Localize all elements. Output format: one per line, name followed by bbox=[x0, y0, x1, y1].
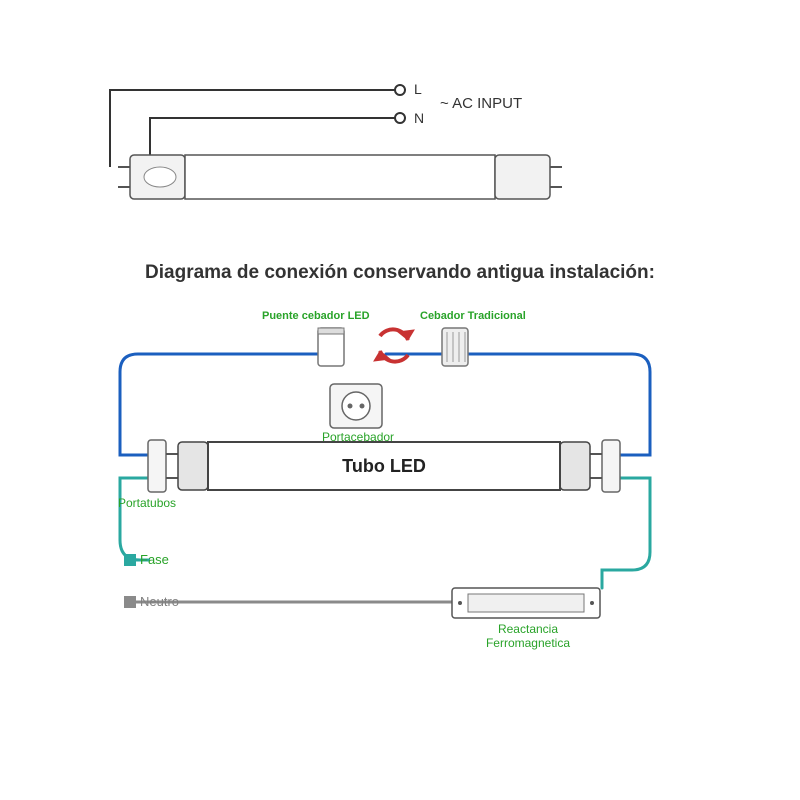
portatubos-left-icon bbox=[148, 440, 166, 492]
swap-arrows-icon bbox=[374, 329, 414, 361]
label-puente-cebador: Puente cebador LED bbox=[262, 310, 370, 322]
label-portatubos: Portatubos bbox=[118, 496, 176, 510]
bottom-wiring-diagram: Tubo LED bbox=[0, 0, 800, 800]
fase-terminal-icon bbox=[124, 554, 136, 566]
neutro-terminal-icon bbox=[124, 596, 136, 608]
label-reactancia-l2: Ferromagnetica bbox=[486, 636, 570, 650]
wire-teal-right bbox=[602, 478, 650, 588]
label-cebador-tradicional: Cebador Tradicional bbox=[420, 310, 526, 322]
label-reactancia: Reactancia Ferromagnetica bbox=[478, 622, 578, 651]
wire-teal-left bbox=[120, 478, 150, 560]
portatubos-right-icon bbox=[602, 440, 620, 492]
label-reactancia-l1: Reactancia bbox=[498, 622, 558, 636]
label-neutro: Neutro bbox=[140, 594, 179, 609]
tubo-led-label: Tubo LED bbox=[342, 456, 426, 476]
reactancia-icon bbox=[452, 588, 600, 618]
cebador-tradicional-icon bbox=[442, 328, 468, 366]
label-fase: Fase bbox=[140, 552, 169, 567]
label-portacebador: Portacebador bbox=[322, 430, 394, 444]
